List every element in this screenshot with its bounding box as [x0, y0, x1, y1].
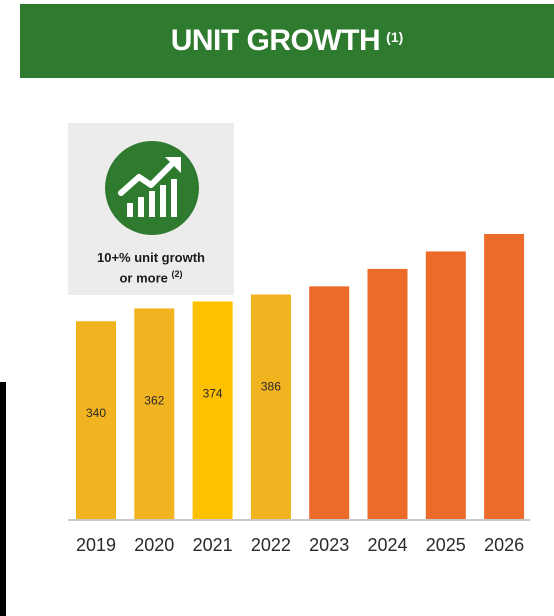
bar-2019 — [76, 321, 116, 519]
bar-2022 — [250, 294, 291, 519]
callout-footnote: (2) — [171, 269, 183, 279]
growth-chart-icon — [105, 141, 199, 235]
callout-line-1: 10+% unit growth — [97, 250, 205, 265]
title-footnote: (1) — [386, 29, 404, 45]
unit-growth-chart: 340 2019 362 2020 374 2021 386 2022 2023 2024 2025… — [68, 234, 530, 555]
x-tick-2026: 2026 — [484, 535, 524, 555]
left-edge-label: 7 — [0, 398, 4, 405]
header-bar: UNIT GROWTH (1) — [20, 4, 554, 78]
page-title: UNIT GROWTH — [170, 24, 381, 57]
data-label-2022: 386 — [261, 379, 281, 393]
data-label-2021: 374 — [203, 386, 223, 400]
data-label-2020: 362 — [144, 393, 164, 407]
bar-2026 — [484, 234, 525, 519]
x-tick-2023: 2023 — [309, 535, 349, 555]
left-edge-strip — [0, 382, 6, 616]
data-label-2019: 340 — [86, 406, 106, 420]
bar-2020 — [134, 308, 175, 519]
bar-2025 — [425, 251, 466, 519]
x-tick-2022: 2022 — [251, 535, 291, 555]
growth-callout-box: 10+% unit growth or more (2) — [68, 123, 234, 295]
x-tick-2019: 2019 — [76, 535, 116, 555]
unit-growth-panel: UNIT GROWTH (1) 10+% unit growth or more… — [20, 4, 554, 616]
bar-2021 — [192, 301, 233, 519]
x-tick-2024: 2024 — [367, 535, 407, 555]
x-tick-2025: 2025 — [426, 535, 466, 555]
callout-line-2: or more — [119, 270, 168, 286]
x-tick-2021: 2021 — [193, 535, 233, 555]
bar-2024 — [367, 268, 408, 519]
callout-text: 10+% unit growth or more (2) — [68, 250, 234, 286]
callout-line-2-wrap: or more (2) — [68, 266, 234, 286]
x-tick-2020: 2020 — [134, 535, 174, 555]
bar-2023 — [309, 286, 350, 519]
